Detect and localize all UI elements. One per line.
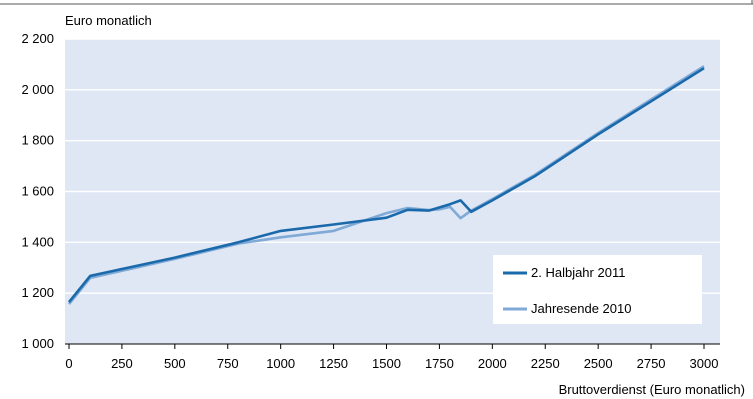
y-tick-label: 2 000 xyxy=(21,82,54,97)
y-tick-label: 1 600 xyxy=(21,184,54,199)
y-tick-label: 1 000 xyxy=(21,336,54,351)
grid-lines xyxy=(65,38,720,294)
x-tick-label: 2250 xyxy=(531,356,560,371)
y-tick-label: 1 800 xyxy=(21,133,54,148)
x-tick-label: 250 xyxy=(111,356,133,371)
y-tick-label: 2 200 xyxy=(21,31,54,46)
x-tick-label: 1000 xyxy=(266,356,295,371)
x-tick-label: 0 xyxy=(65,356,72,371)
legend-label: Jahresende 2010 xyxy=(531,301,631,316)
legend-box xyxy=(493,255,702,324)
series-line xyxy=(67,67,705,303)
legend-label: 2. Halbjahr 2011 xyxy=(531,265,625,280)
y-axis-ticks: 1 000 1 200 1 400 1 600 1 800 2 000 2 200 xyxy=(21,31,54,351)
x-tick-label: 3000 xyxy=(690,356,719,371)
y-tick-label: 1 400 xyxy=(21,234,54,249)
x-tick-label: 2500 xyxy=(584,356,613,371)
x-tick-label: 1250 xyxy=(319,356,348,371)
x-tick-label: 2000 xyxy=(478,356,507,371)
x-tick-label: 500 xyxy=(164,356,186,371)
x-tick-label: 2750 xyxy=(637,356,666,371)
x-tick-label: 1750 xyxy=(425,356,454,371)
legend: 2. Halbjahr 2011 Jahresende 2010 xyxy=(493,255,702,324)
series-lines xyxy=(67,65,705,305)
y-tick-label: 1 200 xyxy=(21,285,54,300)
x-tick-label: 1500 xyxy=(372,356,401,371)
x-tick-label: 750 xyxy=(217,356,239,371)
x-axis-ticks: 0 250 500 750 1000 1250 1500 1750 2000 2250 2500 27… xyxy=(65,344,718,371)
y-axis-title: Euro monatlich xyxy=(65,13,152,28)
x-axis-title: Bruttoverdienst (Euro monatlich) xyxy=(559,382,745,397)
